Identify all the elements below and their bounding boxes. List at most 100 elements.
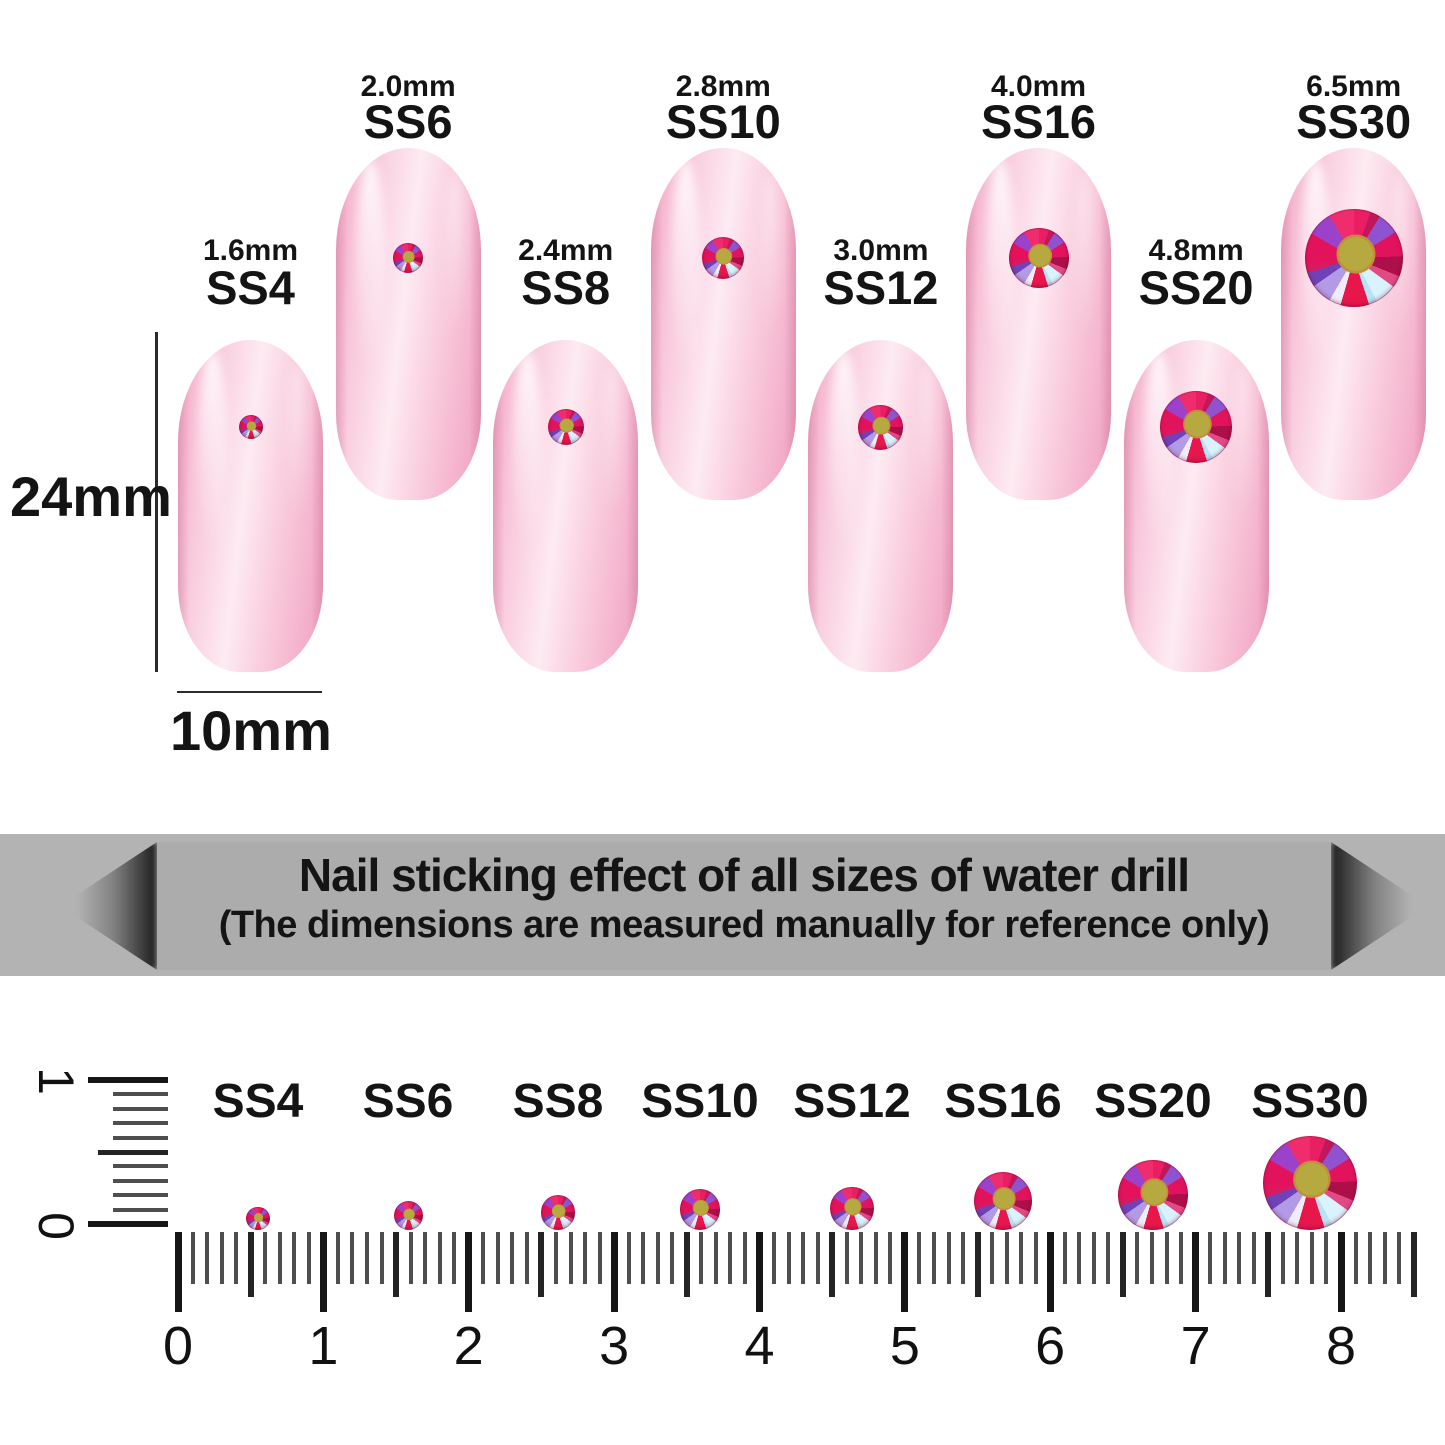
ruler-tick [568,1232,573,1284]
ruler-number: 3 [599,1316,630,1376]
ruler-tick [1208,1232,1213,1284]
ruler-size-label: SS30 [1251,1075,1369,1128]
ruler-tick [277,1232,282,1284]
ruler-tick [1309,1232,1314,1284]
ruler-tick [1410,1232,1417,1297]
ruler-tick [205,1232,210,1284]
ruler-size-label: SS16 [944,1075,1062,1128]
ruler-tick [554,1232,558,1284]
width-dimension-label: 10mm [170,699,332,762]
ruler-tick [1179,1232,1184,1284]
ruler-tick [263,1232,268,1284]
ruler-tick [801,1232,806,1284]
ruler-number: 1 [308,1316,339,1376]
vruler-tick [88,1077,168,1083]
ruler-tick [1382,1232,1387,1284]
ruler-tick [728,1232,733,1284]
ruler-tick [319,1232,327,1312]
ruler-tick [1004,1232,1009,1284]
ruler-number: 7 [1180,1316,1211,1376]
ruler-tick [583,1232,587,1284]
ruler-tick [1295,1232,1300,1284]
vruler-tick [113,1193,168,1198]
ruler-tick [1135,1232,1140,1284]
ruler-tick [829,1232,836,1297]
size-ss-label: SS12 [823,261,939,314]
ruler-tick [1119,1232,1126,1297]
size-mm-label: 3.0mm [833,234,929,267]
ruler-tick [1353,1232,1358,1284]
rhinestone-icon [1262,1135,1358,1231]
size-mm-label: 4.0mm [990,70,1087,103]
vruler-number: 1 [28,1067,84,1095]
ruler-tick [670,1232,675,1284]
ruler-tick [335,1232,340,1284]
vruler-tick [88,1221,168,1227]
ruler-tick [1280,1232,1285,1284]
vruler-tick [113,1164,168,1169]
ruler-number: 6 [1035,1316,1066,1376]
ruler-tick [990,1232,995,1284]
rhinestone-icon [238,415,263,439]
ruler-tick [756,1232,763,1312]
ruler-tick [306,1232,311,1284]
rhinestone-icon [1160,391,1233,463]
rhinestone-icon [393,243,424,273]
ruler-tick [379,1232,384,1284]
ruler-tick [1164,1232,1169,1284]
ruler-number: 2 [453,1316,484,1376]
ruler-size-label: SS8 [512,1075,604,1128]
ruler-number: 0 [162,1316,194,1376]
ruler-tick [190,1232,195,1284]
rhinestone-icon [393,1201,423,1230]
ruler-tick [1091,1232,1096,1284]
ruler-tick [1237,1232,1242,1284]
vruler-tick [113,1092,168,1097]
ruler-tick [1106,1232,1111,1284]
ruler-tick [610,1232,618,1312]
ruler-tick [655,1232,660,1284]
size-ss-label: SS16 [981,95,1096,148]
vruler-number: 0 [28,1212,84,1240]
ruler-tick [1265,1232,1272,1297]
ruler-tick [465,1232,473,1312]
banner-subtitle: (The dimensions are measured manually fo… [218,904,1270,946]
ruler-tick [247,1232,254,1297]
size-mm-label: 4.8mm [1148,234,1244,267]
banner-ribbon: Nail sticking effect of all sizes of wat… [157,842,1331,970]
ruler-tick [626,1232,631,1284]
width-dimension-line [177,691,322,693]
vruler-tick [113,1135,168,1140]
ruler-number: 5 [889,1316,920,1376]
rhinestone-icon [679,1189,721,1230]
ruler-tick [699,1232,704,1284]
ruler-tick [859,1232,864,1284]
rhinestone-icon [540,1195,576,1230]
ruler-tick [174,1232,182,1312]
ruler-tick [683,1232,690,1297]
nail-thumbnail [808,340,954,672]
ruler-tick [1077,1232,1082,1284]
size-ss-label: SS10 [665,95,781,148]
ruler-size-label: SS6 [362,1075,454,1128]
ruler-tick [495,1232,500,1284]
rhinestone-icon [974,1172,1032,1230]
ruler-tick [888,1232,893,1284]
ruler-tick [641,1232,646,1284]
height-dimension-label: 24mm [10,465,172,528]
nail-thumbnail [650,148,796,500]
height-dimension-line [155,332,158,672]
size-ss-label: SS8 [521,261,611,314]
size-mm-label: 2.8mm [675,70,771,103]
ruler-tick [1337,1232,1345,1312]
ruler-tick [946,1232,951,1284]
ruler-tick [1150,1232,1154,1284]
ruler-tick [1324,1232,1329,1284]
ruler-size-label: SS4 [212,1075,304,1128]
ruler-tick [481,1232,486,1284]
size-ss-label: SS4 [206,261,295,314]
rhinestone-icon [830,1186,874,1230]
ruler-tick [1033,1232,1038,1284]
ruler-tick [393,1232,400,1297]
